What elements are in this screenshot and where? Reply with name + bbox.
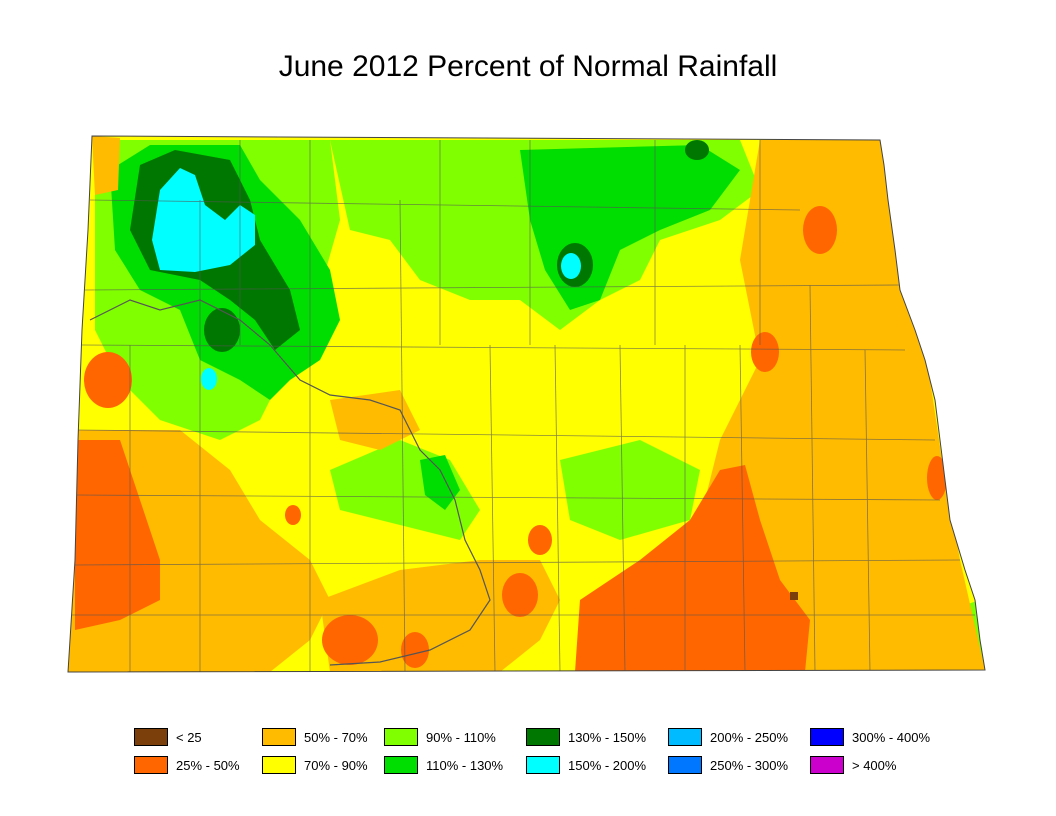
zone-25-50-west — [84, 352, 132, 408]
legend-item-150-200: 150% - 200% — [526, 755, 646, 775]
zone-25-50-south-2 — [401, 632, 429, 668]
legend: < 25 25% - 50% 50% - 70% 70% - 90% 90% -… — [134, 727, 964, 777]
legend-swatch — [526, 756, 560, 774]
zone-25-50-south — [502, 573, 538, 617]
zone-50-70-northwest-corner — [92, 136, 120, 195]
legend-item-25-50: 25% - 50% — [134, 755, 240, 775]
legend-item-50-70: 50% - 70% — [262, 727, 368, 747]
legend-swatch — [262, 756, 296, 774]
zone-under-25-pocket — [790, 592, 798, 600]
zone-50-70-east — [700, 140, 985, 670]
zone-150-200-north — [561, 253, 581, 279]
zone-25-50-mid — [528, 525, 552, 555]
legend-label: > 400% — [852, 757, 897, 773]
zone-150-200-northwest — [152, 168, 255, 272]
legend-label: 50% - 70% — [304, 729, 368, 745]
zone-150-200-west — [201, 368, 217, 390]
missouri-river — [89, 299, 491, 666]
legend-label: 150% - 200% — [568, 757, 647, 773]
zone-110-130-mid — [420, 455, 460, 510]
legend-label: 110% - 130% — [426, 757, 504, 773]
legend-item-250-300: 250% - 300% — [668, 755, 788, 775]
zone-25-50-east — [927, 456, 947, 500]
legend-label: 90% - 110% — [426, 729, 496, 745]
zone-50-70-central — [330, 390, 420, 450]
zone-25-50-east-central — [751, 332, 779, 372]
map-title: June 2012 Percent of Normal Rainfall — [278, 50, 778, 83]
legend-swatch — [526, 728, 560, 746]
legend-label: 70% - 90% — [304, 757, 368, 773]
legend-item-90-110: 90% - 110% — [384, 727, 496, 747]
zone-50-70-south-central — [320, 560, 560, 672]
legend-swatch — [810, 728, 844, 746]
legend-item-300-400: 300% - 400% — [810, 727, 930, 747]
zone-25-50-southeast — [575, 465, 810, 672]
legend-label: < 25 — [176, 729, 202, 745]
zone-90-110-central-east — [560, 440, 700, 540]
legend-swatch — [668, 728, 702, 746]
legend-swatch — [810, 756, 844, 774]
zone-25-50-northeast — [803, 206, 837, 254]
zone-25-50-southwest — [75, 440, 160, 630]
rainfall-field — [68, 136, 985, 672]
legend-label: 250% - 300% — [710, 757, 789, 773]
zone-25-50-south-central — [322, 615, 378, 665]
legend-swatch — [384, 756, 418, 774]
legend-swatch — [668, 756, 702, 774]
legend-label: 25% - 50% — [176, 757, 240, 773]
legend-item-70-90: 70% - 90% — [262, 755, 368, 775]
zone-25-50-mid-2 — [285, 505, 301, 525]
legend-swatch — [384, 728, 418, 746]
legend-item-130-150: 130% - 150% — [526, 727, 646, 747]
legend-label: 130% - 150% — [568, 729, 647, 745]
legend-swatch — [134, 728, 168, 746]
county-lines — [70, 140, 975, 672]
zone-130-150-west-pocket — [204, 308, 240, 352]
legend-item-200-250: 200% - 250% — [668, 727, 788, 747]
state-outline — [67, 135, 986, 673]
legend-label: 200% - 250% — [710, 729, 789, 745]
legend-label: 300% - 400% — [852, 729, 931, 745]
legend-swatch — [262, 728, 296, 746]
legend-item-lt25: < 25 — [134, 727, 202, 747]
legend-item-gt400: > 400% — [810, 755, 896, 775]
legend-swatch — [134, 756, 168, 774]
zone-130-150-ne-pocket — [685, 140, 709, 160]
legend-item-110-130: 110% - 130% — [384, 755, 503, 775]
